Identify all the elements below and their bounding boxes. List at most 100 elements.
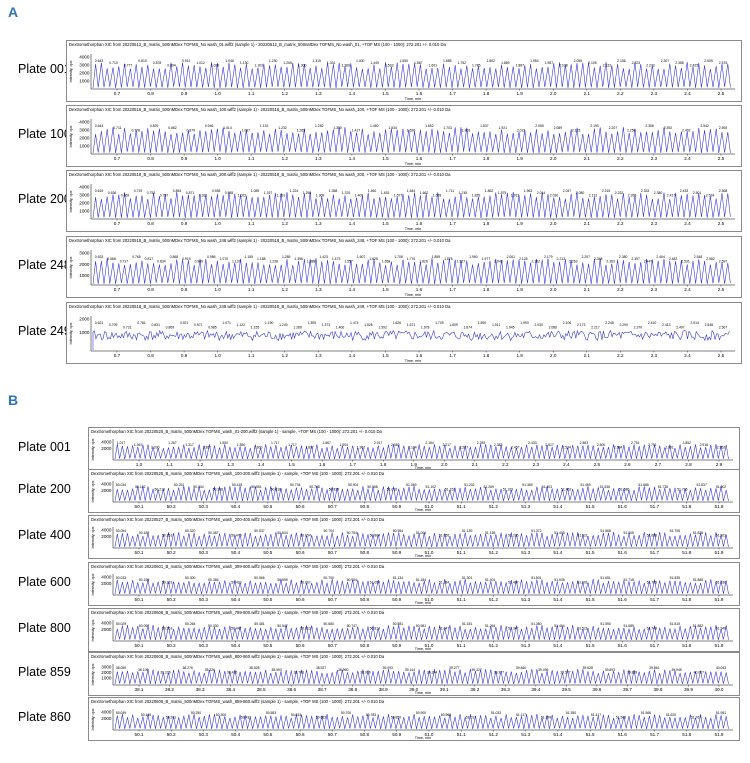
peak-label: 50.680 xyxy=(324,622,334,626)
x-tick-label: 0.7 xyxy=(114,91,121,96)
x-tick-label: 50.4 xyxy=(231,732,240,737)
x-tick-label: 51.1 xyxy=(457,643,466,648)
peak-label: 0.854 xyxy=(173,189,182,193)
peak-label: 1.071 xyxy=(222,321,231,325)
y-tick-label: 2000 xyxy=(101,446,112,451)
x-tick-label: 1.8 xyxy=(483,287,490,292)
x-tick-label: 2.8 xyxy=(685,462,692,467)
x-tick-label: 2.6 xyxy=(624,462,631,467)
chromatogram-svg: Dextromethorphan XIC from 20220525_B_mat… xyxy=(91,471,733,512)
y-tick-label: 2000 xyxy=(79,200,90,205)
peak-label: 51.467 xyxy=(508,580,518,584)
peak-label: 0.868 xyxy=(170,255,179,259)
chromatogram-svg: Dextromethorphan XIC from 20220518_B_mat… xyxy=(69,172,735,231)
peak-label: 1.600 xyxy=(254,445,263,449)
peak-label: 0.921 xyxy=(199,193,208,197)
y-tick-label: 2000 xyxy=(101,670,112,675)
x-tick-label: 50.8 xyxy=(360,643,369,648)
y-tick-label: 2000 xyxy=(101,581,112,586)
peak-label: 51.134 xyxy=(393,576,403,580)
x-tick-label: 50.1 xyxy=(135,643,144,648)
peak-label: 0.946 xyxy=(205,124,214,128)
peak-label: 51.521 xyxy=(577,626,587,630)
xic-trace xyxy=(114,444,729,460)
axes xyxy=(112,527,733,549)
peak-label: 51.689 xyxy=(624,624,634,628)
peak-label: 50.187 xyxy=(139,531,149,535)
peak-label: 1.533 xyxy=(385,63,394,67)
x-tick-label: 51.5 xyxy=(586,550,595,555)
x-tick-label: 51.4 xyxy=(553,504,562,509)
x-tick-label: 51.7 xyxy=(650,643,659,648)
x-tick-label: 1.2 xyxy=(282,287,289,292)
peak-label: 1.282 xyxy=(315,124,324,128)
axes xyxy=(112,620,733,642)
peak-label: 51.837 xyxy=(696,483,706,487)
peak-label: 2.083 xyxy=(391,443,400,447)
x-tick-label: 2.0 xyxy=(550,156,557,161)
peak-label: 51.069 xyxy=(406,483,416,487)
y-tick-label: 4000 xyxy=(79,120,90,125)
peak-label: 1.685 xyxy=(443,59,452,63)
peak-label: 1.927 xyxy=(457,259,466,263)
x-tick-label: 2.3 xyxy=(651,91,658,96)
peak-label: 1.960 xyxy=(469,255,478,259)
peak-label: 2.363 xyxy=(606,259,615,263)
x-tick-label: 1.9 xyxy=(516,221,523,226)
peak-label: 50.754 xyxy=(347,531,357,535)
x-tick-label: 50.7 xyxy=(328,504,337,509)
x-tick-label: 1.8 xyxy=(483,91,490,96)
x-tick-label: 51.2 xyxy=(489,597,498,602)
panel-header: Dextromethorphan XIC from 20220606_B_mat… xyxy=(91,610,385,615)
peak-label: 1.367 xyxy=(202,445,211,449)
peak-label: 2.534 xyxy=(562,445,571,449)
x-tick-label: 1.4 xyxy=(349,353,356,358)
x-tick-label: 50.7 xyxy=(328,597,337,602)
peak-label: 51.372 xyxy=(531,529,541,533)
peak-label: 1.155 xyxy=(251,325,260,329)
peak-label: 51.718 xyxy=(624,578,634,582)
panel-header: Dextromethorphan XIC from 20220608_B_mat… xyxy=(91,654,385,659)
x-tick-label: 1.2 xyxy=(282,156,289,161)
peak-label: 1.232 xyxy=(278,126,287,130)
peak-label: 39.577 xyxy=(560,670,570,674)
x-tick-label: 50.6 xyxy=(296,732,305,737)
peak-label: 1.130 xyxy=(240,61,249,65)
x-tick-label: 2.5 xyxy=(594,462,601,467)
peak-label: 1.238 xyxy=(269,259,278,263)
peak-label: 2.801 xyxy=(665,445,674,449)
x-tick-label: 2.1 xyxy=(472,462,479,467)
peak-label: 1.887 xyxy=(516,63,525,67)
xic-trace xyxy=(114,668,729,685)
peak-label: 2.582 xyxy=(706,257,715,261)
peak-label: 39.693 xyxy=(605,668,615,672)
peak-label: 1.869 xyxy=(501,61,510,65)
section-label-a: A xyxy=(8,4,19,20)
peak-label: 50.218 xyxy=(155,487,165,491)
peak-label: 39.828 xyxy=(627,670,637,674)
peak-label: 51.736 xyxy=(658,485,668,489)
x-tick-label: 51.0 xyxy=(425,597,434,602)
y-tick-label: 2000 xyxy=(79,262,90,267)
peak-label: 0.765 xyxy=(132,255,141,259)
y-axis-label: Intensity, cps xyxy=(69,190,73,212)
x-tick-label: 39.9 xyxy=(684,687,693,692)
peak-label: 1.837 xyxy=(480,124,489,128)
x-axis-label: Time, min xyxy=(405,97,422,101)
peak-label: 0.721 xyxy=(123,325,132,329)
peak-label: 1.012 xyxy=(196,61,205,65)
peak-label: 1.752 xyxy=(458,61,467,65)
peak-label: 1.022 xyxy=(238,193,247,197)
x-tick-label: 1.9 xyxy=(411,462,418,467)
x-tick-label: 1.4 xyxy=(258,462,265,467)
x-tick-label: 2.1 xyxy=(584,156,591,161)
peak-label: 50.233 xyxy=(162,580,172,584)
peak-label: 50.654 xyxy=(300,533,310,537)
x-tick-label: 50.5 xyxy=(263,643,272,648)
x-tick-label: 50.2 xyxy=(167,597,176,602)
x-tick-label: 39.3 xyxy=(501,687,510,692)
peak-label: 51.264 xyxy=(485,624,495,628)
x-tick-label: 1.8 xyxy=(483,221,490,226)
y-tick-label: 1000 xyxy=(79,208,90,213)
peak-label: 1.315 xyxy=(312,59,321,63)
